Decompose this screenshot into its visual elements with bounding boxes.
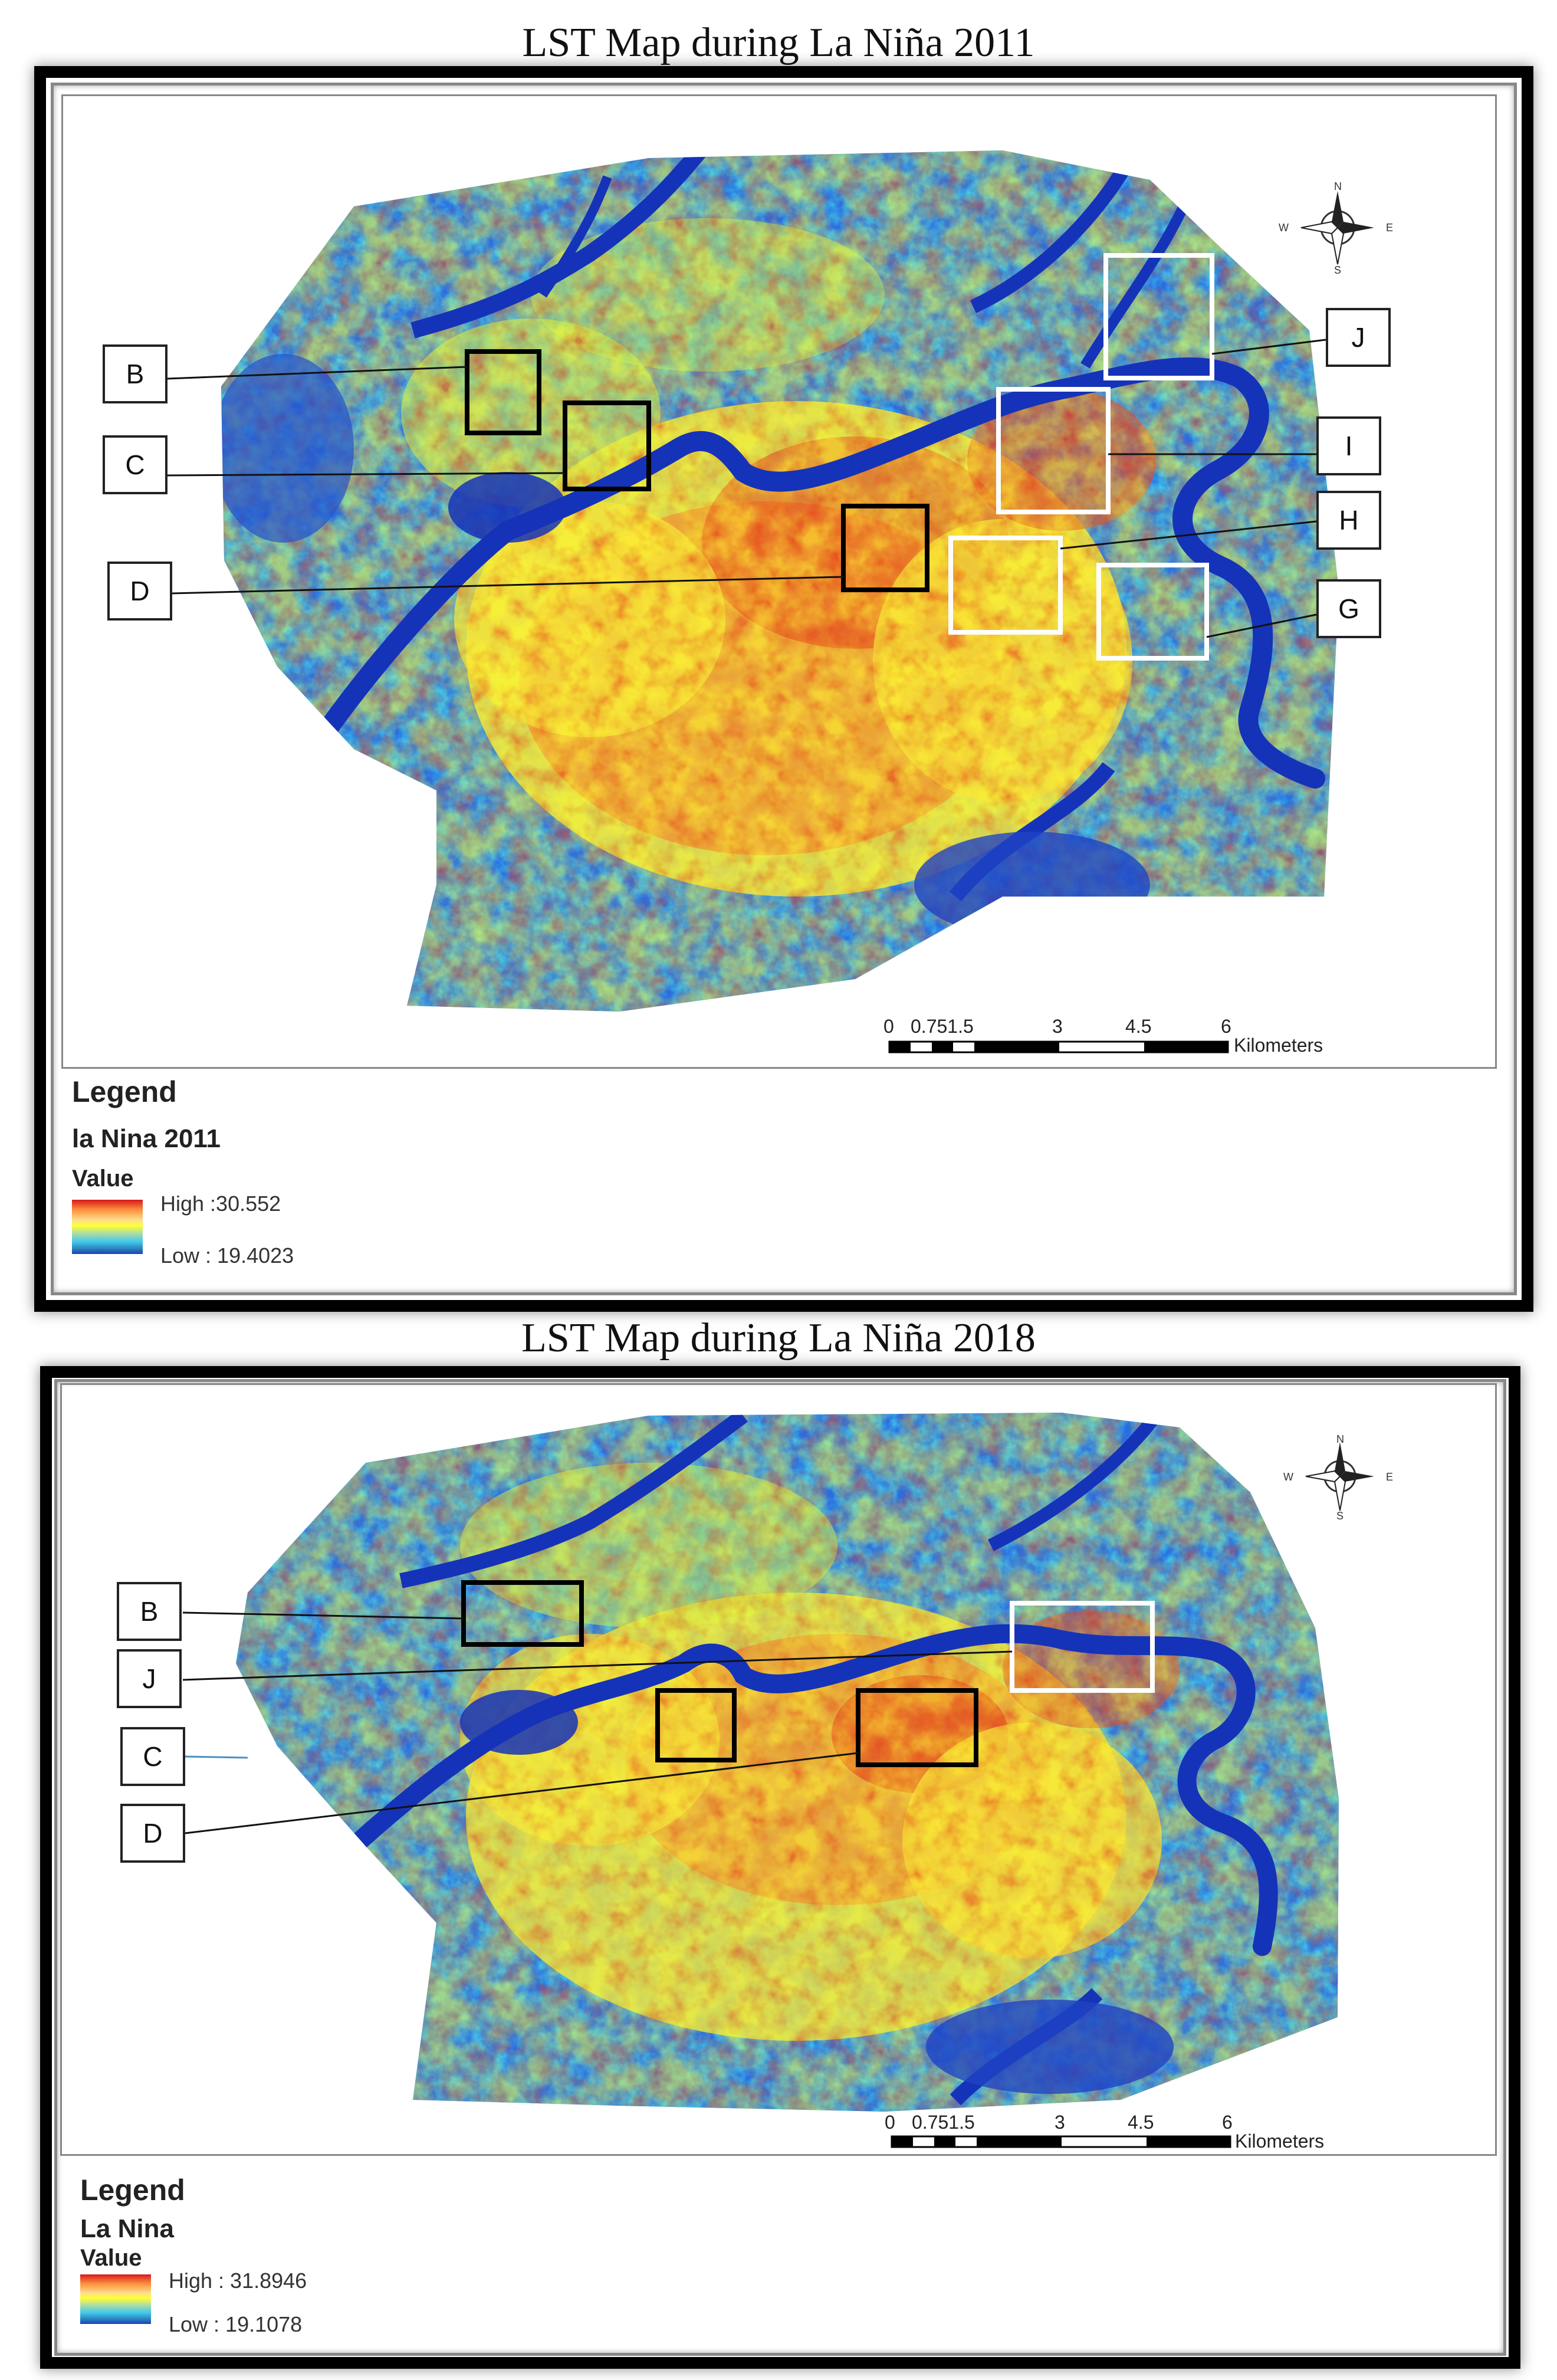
panel-2011-scale-6: 6: [1221, 1016, 1231, 1037]
panel-2018-scale-075-15: 0.751.5: [912, 2112, 975, 2133]
callout-2011-b: B: [103, 344, 167, 403]
panel-2018-leader-lines: [182, 1611, 1013, 1834]
panel-2011-legend-layer: la Nina 2011: [72, 1124, 221, 1153]
box-2011-g: [1096, 563, 1209, 661]
panel-2018-compass-n: N: [1336, 1433, 1344, 1445]
panel-2011-compass: [1300, 191, 1374, 265]
panel-2018-scale-unit: Kilometers: [1235, 2130, 1325, 2152]
callout-2011-i: I: [1316, 416, 1381, 475]
box-2011-h: [948, 536, 1063, 635]
box-2011-d: [841, 504, 929, 592]
callout-2011-h: H: [1316, 491, 1381, 550]
panel-2018-legend-heading: Legend: [80, 2174, 185, 2207]
panel-2018-legend-low: Low : 19.1078: [169, 2312, 303, 2336]
box-2011-c: [563, 401, 651, 491]
panel-2018-inner-frame: [54, 1379, 1506, 2356]
panel-2018-title: LST Map during La Niña 2018: [521, 1315, 1036, 1361]
box-2011-b: [465, 349, 541, 435]
panel-2018-legend-field: Value: [80, 2245, 142, 2271]
panel-2018-scale-3: 3: [1055, 2112, 1065, 2133]
callout-2011-j: J: [1326, 308, 1391, 367]
panel-2011-data-frame: [61, 94, 1497, 1069]
panel-2011-legend-field: Value: [72, 1166, 134, 1191]
panel-2011-scale-45: 4.5: [1125, 1016, 1152, 1037]
box-2018-b: [461, 1580, 584, 1647]
panel-2018-scale-0: 0: [885, 2112, 895, 2133]
box-2011-i: [996, 387, 1111, 514]
panel-2011-legend-low: Low : 19.4023: [160, 1243, 294, 1268]
panel-2011-legend-high: High :30.552: [160, 1191, 281, 1216]
panel-2018-scale-45: 4.5: [1128, 2112, 1154, 2133]
panel-2011-scale-unit: Kilometers: [1234, 1035, 1323, 1056]
box-2018-j: [1010, 1601, 1155, 1693]
callout-2018-b: B: [117, 1582, 182, 1641]
callout-2018-d: D: [120, 1804, 185, 1863]
panel-2018-compass-w: W: [1283, 1471, 1293, 1483]
panel-2011-compass-s: S: [1334, 264, 1342, 276]
panel-2011-scale-3: 3: [1052, 1016, 1063, 1037]
panel-2011-compass-e: E: [1386, 222, 1394, 234]
panel-2011-compass-w: W: [1279, 222, 1289, 234]
panel-2011-lst-raster: [221, 150, 1339, 1012]
panel-2011-inner-frame: [51, 83, 1517, 1295]
panel-2018-scalebar: [891, 2135, 1231, 2148]
callout-2011-c: C: [103, 435, 167, 494]
callout-2011-g: G: [1316, 579, 1381, 638]
panel-2011-title: LST Map during La Niña 2011: [522, 20, 1035, 65]
panel-2018-compass-e: E: [1386, 1471, 1394, 1483]
panel-2018-compass: [1305, 1442, 1374, 1511]
panel-2018-data-frame: [60, 1383, 1497, 2156]
panel-2011-scale-0: 0: [883, 1016, 894, 1037]
panel-2018-scale-6: 6: [1222, 2112, 1233, 2133]
callout-2011-d: D: [107, 562, 172, 621]
box-2018-d: [856, 1688, 978, 1767]
callout-2018-j: J: [117, 1649, 182, 1708]
panel-2011-leader-lines: [167, 339, 1326, 638]
box-2011-j: [1103, 253, 1214, 380]
panel-2018-compass-s: S: [1336, 1510, 1344, 1522]
panel-2018-legend-high: High : 31.8946: [169, 2269, 307, 2293]
panel-2011-compass-n: N: [1334, 180, 1342, 192]
panel-2011-legend-heading: Legend: [72, 1075, 177, 1108]
panel-2011-scalebar: [888, 1040, 1229, 1053]
box-2018-c: [655, 1688, 737, 1762]
panel-2018-frame: [40, 1366, 1520, 2369]
panel-2018-legend-layer: La Nina: [80, 2214, 174, 2243]
panel-2011-legend-ramp: [72, 1200, 143, 1254]
panel-2011-highlight-boxes: [465, 253, 1214, 661]
panel-2011-scale-075-15: 0.751.5: [911, 1016, 974, 1037]
callout-2018-c: C: [120, 1727, 185, 1786]
panel-2018-legend-ramp: [80, 2274, 151, 2324]
panel-2018-highlight-boxes: [461, 1580, 1155, 1767]
